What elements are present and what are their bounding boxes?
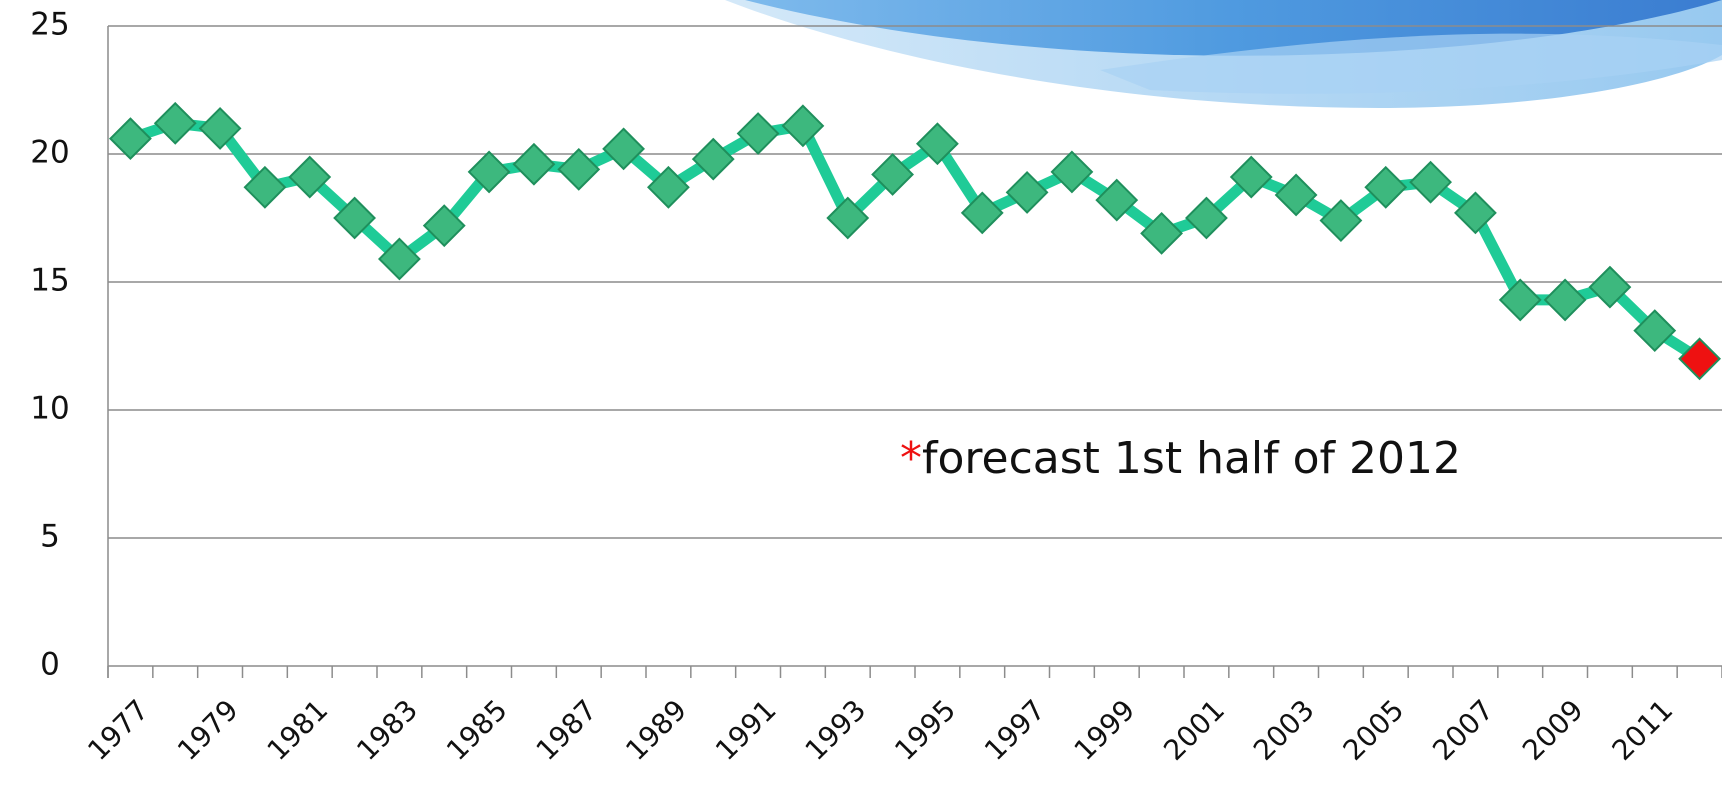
marker <box>1678 337 1721 381</box>
marker <box>378 237 421 281</box>
marker <box>557 147 601 191</box>
line <box>128 117 1703 364</box>
marker <box>1050 150 1094 194</box>
marker <box>826 196 870 240</box>
x-tick-label: 1995 <box>888 693 962 767</box>
y-tick-label: 5 <box>40 519 60 555</box>
y-tick-label: 0 <box>40 647 60 683</box>
y-tick-label: 20 <box>30 135 69 171</box>
annotation-text: forecast 1st half of 2012 <box>922 433 1461 484</box>
marker <box>1185 196 1228 240</box>
marker <box>1588 265 1632 309</box>
x-tick-label: 1985 <box>440 693 514 767</box>
y-tick-label: 10 <box>30 391 69 427</box>
marker <box>916 122 959 166</box>
marker <box>602 127 645 171</box>
marker <box>198 106 242 150</box>
marker <box>1319 199 1363 242</box>
marker <box>1095 178 1139 222</box>
x-tick-label: 1979 <box>171 693 245 767</box>
marker <box>781 104 825 148</box>
marker <box>1454 191 1497 235</box>
x-tick-label: 2001 <box>1157 693 1231 767</box>
marker <box>288 155 332 199</box>
annotation: *forecast 1st half of 2012 <box>900 433 1461 484</box>
marker <box>691 137 735 181</box>
y-tick-label: 15 <box>30 263 69 299</box>
y-tick-label: 25 <box>30 7 69 43</box>
x-tick-label: 1991 <box>709 693 783 767</box>
x-tick-label: 1983 <box>350 693 424 767</box>
marker <box>1543 278 1587 322</box>
marker <box>1140 211 1183 255</box>
x-tick-label: 1997 <box>978 693 1052 767</box>
x-tick-label: 2005 <box>1337 693 1411 767</box>
x-tick-label: 2003 <box>1247 693 1321 767</box>
marker <box>960 191 1004 235</box>
x-tick-label: 2009 <box>1516 693 1590 767</box>
x-tick-label: 1987 <box>530 693 604 767</box>
marker <box>871 153 914 196</box>
marker <box>736 112 780 155</box>
marker <box>467 150 511 194</box>
marker <box>1229 155 1273 199</box>
x-tick-label: 1981 <box>261 693 335 767</box>
marker <box>333 196 376 240</box>
x-tick-label: 1993 <box>799 693 873 767</box>
decor-wave <box>725 0 1722 108</box>
annotation-marker: * <box>900 433 922 484</box>
marker <box>1274 173 1318 217</box>
x-tick-label: 1999 <box>1068 693 1142 767</box>
marker <box>1364 165 1408 209</box>
x-tick-label: 2011 <box>1606 693 1680 767</box>
marker <box>1633 309 1677 353</box>
marker <box>1005 170 1049 214</box>
x-tick-label: 2007 <box>1426 693 1500 767</box>
marker <box>422 204 466 248</box>
marker <box>1498 278 1542 322</box>
marker <box>243 165 287 209</box>
marker <box>109 117 152 161</box>
x-tick-label: 1989 <box>619 693 693 767</box>
marker <box>647 165 690 209</box>
marker <box>1409 160 1452 204</box>
x-tick-label: 1977 <box>81 693 155 767</box>
marker <box>512 142 556 186</box>
marker <box>153 101 197 145</box>
